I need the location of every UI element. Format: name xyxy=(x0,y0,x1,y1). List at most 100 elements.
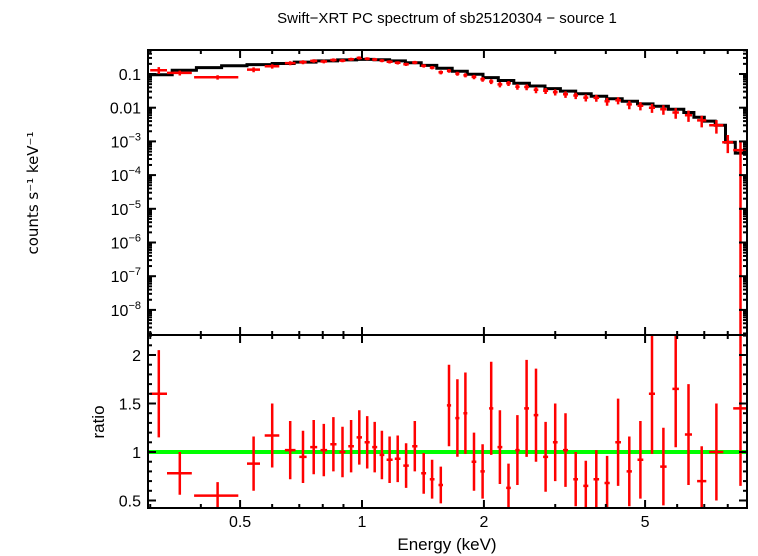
spectrum-point xyxy=(247,67,260,73)
spectrum-point xyxy=(379,59,385,63)
model-step-line xyxy=(148,57,747,155)
ratio-point xyxy=(403,443,409,488)
ratio-point xyxy=(709,403,724,501)
spectrum-point xyxy=(150,67,167,74)
ratio-point xyxy=(533,368,539,462)
ratio-point xyxy=(563,413,568,487)
ratio-point xyxy=(284,421,296,480)
spectrum-point xyxy=(348,57,354,61)
spectrum-point xyxy=(364,57,370,61)
spectrum-point xyxy=(167,70,192,76)
spectrum-point xyxy=(320,59,328,64)
ratio-tick-label: 1.5 xyxy=(119,397,141,414)
spectrum-point xyxy=(722,135,734,154)
ratio-point xyxy=(320,423,328,477)
spectrum-point xyxy=(194,75,239,80)
spectrum-point xyxy=(552,89,558,96)
ratio-point xyxy=(379,430,385,480)
ratio-point xyxy=(552,403,558,482)
axes-frame xyxy=(147,49,748,509)
ratio-tick-label: 2 xyxy=(132,348,141,365)
spectrum-point xyxy=(497,82,503,88)
ratio-point xyxy=(524,359,529,457)
ratio-point xyxy=(515,415,520,485)
spectrum-point xyxy=(709,120,724,134)
ratio-point xyxy=(637,421,644,499)
spectrum-frame xyxy=(147,49,748,336)
ratio-point xyxy=(489,361,494,455)
ratio-point xyxy=(497,410,503,484)
spectrum-point xyxy=(412,60,418,65)
spectrum-point xyxy=(394,61,401,65)
ratio-point xyxy=(372,421,378,473)
spectrum-point xyxy=(471,74,477,80)
ratio-point xyxy=(593,450,600,508)
ratio-point xyxy=(480,444,485,499)
spectrum-point xyxy=(506,81,511,86)
x-tick-label: 0.5 xyxy=(229,514,251,531)
spectrum-point xyxy=(648,103,655,113)
y-tick-label: 10−5 xyxy=(111,199,141,219)
ratio-point xyxy=(150,350,167,438)
ratio-point xyxy=(247,436,260,491)
ratio-point xyxy=(648,335,655,454)
spectrum-point xyxy=(615,97,621,105)
spectrum-point xyxy=(403,62,409,66)
y-tick-label: 10−7 xyxy=(111,266,141,286)
spectrum-point xyxy=(697,115,707,128)
spectrum-point xyxy=(593,94,600,102)
ratio-point xyxy=(626,436,632,507)
spectrum-point xyxy=(637,102,644,111)
y-axis-label-counts: counts s⁻¹ keV⁻¹ xyxy=(24,132,42,255)
ratio-point xyxy=(299,430,307,483)
spectrum-point xyxy=(330,58,337,62)
spectrum-point xyxy=(421,64,427,68)
ratio-tick-label: 1 xyxy=(132,445,141,462)
spectrum-point xyxy=(573,92,578,100)
spectrum-point xyxy=(684,110,692,122)
ratio-point xyxy=(364,416,370,469)
spectrum-point xyxy=(455,71,460,76)
ratio-point xyxy=(330,417,337,472)
ratio-frame xyxy=(147,334,748,509)
spectrum-point xyxy=(543,88,549,94)
ratio-point xyxy=(394,435,401,483)
spectrum-point xyxy=(264,64,280,69)
spectrum-point xyxy=(463,73,468,78)
chart-title: Swift−XRT PC spectrum of sb25120304 − so… xyxy=(277,10,617,27)
spectrum-point xyxy=(672,108,679,119)
spectrum-point xyxy=(372,58,378,62)
spectrum-point xyxy=(515,84,520,90)
spectrum-point xyxy=(480,77,485,82)
spectrum-point xyxy=(310,59,318,63)
ratio-point xyxy=(264,403,280,468)
ratio-point xyxy=(604,455,610,508)
spectrum-point xyxy=(524,84,529,91)
ratio-point xyxy=(733,335,747,486)
ratio-point xyxy=(421,453,427,494)
ratio-point xyxy=(672,335,679,448)
spectrum-point xyxy=(284,61,296,66)
y-tick-label: 0.1 xyxy=(119,67,141,84)
spectrum-point xyxy=(660,105,667,115)
ratio-point xyxy=(684,384,692,485)
spectrum-point xyxy=(299,60,307,65)
x-tick-label: 1 xyxy=(358,514,367,531)
spectrum-point xyxy=(446,69,452,73)
ratio-tick-label: 0.5 xyxy=(119,494,141,511)
x-tick-label: 2 xyxy=(479,514,488,531)
y-tick-label: 0.01 xyxy=(110,101,141,118)
spectrum-point xyxy=(563,91,568,98)
tick-labels: 0.5 1 2 5 0.1 0.01 10−3 10−4 10−5 10−6 10−7 10−8 0.5… xyxy=(110,67,650,531)
spectrum-point xyxy=(583,94,589,102)
y-tick-label: 10−6 xyxy=(111,233,141,253)
spectrum-point xyxy=(604,97,610,106)
ratio-point xyxy=(506,463,511,508)
ratio-point xyxy=(615,398,621,486)
ratio-point xyxy=(543,421,549,492)
ratio-point xyxy=(356,410,362,465)
y-axis-label-ratio: ratio xyxy=(89,405,108,438)
ratio-point xyxy=(310,420,318,475)
ratio-panel-data xyxy=(148,335,747,508)
spectrum-point xyxy=(386,60,393,64)
